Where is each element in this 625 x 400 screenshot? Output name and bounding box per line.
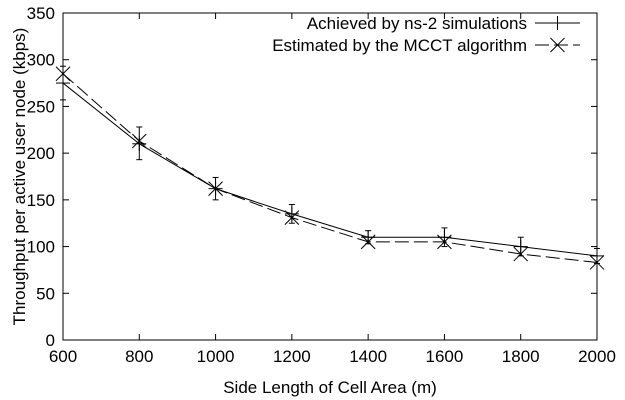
x-tick-label: 600 (49, 347, 77, 366)
legend: Achieved by ns-2 simulations Estimated by… (272, 14, 580, 55)
x-marker-b (513, 246, 529, 262)
x-tick-label: 1600 (426, 347, 464, 366)
legend-entry-0: Achieved by ns-2 simulations (307, 14, 580, 33)
data-point (360, 234, 376, 250)
x-marker-b (55, 66, 71, 82)
axes (62, 12, 598, 341)
x-marker-b (360, 234, 376, 250)
legend-label: Achieved by ns-2 simulations (307, 14, 527, 33)
legend-marker (550, 16, 565, 30)
x-marker-b (589, 255, 605, 270)
y-tick-label: 350 (27, 4, 55, 23)
data-point (131, 133, 147, 149)
y-tick-label: 250 (27, 97, 55, 116)
data-point (590, 248, 604, 263)
x-tick-label: 2000 (578, 347, 616, 366)
data-point (284, 206, 299, 221)
y-tick-label: 200 (27, 144, 55, 163)
plot-frame (62, 12, 598, 341)
y-tick-label: 50 (36, 284, 55, 303)
data-point (208, 181, 223, 196)
x-tick-label: 1400 (349, 347, 387, 366)
series-1 (55, 66, 605, 270)
x-tick-label: 1800 (502, 347, 540, 366)
data-point (437, 234, 452, 250)
y-tick-label: 300 (27, 51, 55, 70)
data-point (513, 246, 529, 262)
x-axis-label: Side Length of Cell Area (m) (223, 378, 437, 397)
x-marker-b (284, 210, 300, 225)
series-line (62, 73, 598, 263)
y-axis-label: Throughput per active user node (kbps) (10, 28, 29, 326)
x-marker-b (131, 133, 147, 149)
legend-entry-1: Estimated by the MCCT algorithm (272, 36, 580, 55)
legend-marker (550, 37, 565, 53)
data-point (55, 66, 71, 82)
tick-marks: 600 800 1000 1200 1400 1600 1800 2000 0 50 100 150 2… (27, 4, 616, 366)
x-tick-label: 1200 (273, 347, 311, 366)
data-point (56, 76, 70, 91)
y-tick-label: 150 (27, 191, 55, 210)
data-point (284, 210, 300, 225)
data-point (513, 239, 528, 254)
x-marker-b (208, 181, 223, 196)
x-marker-b (550, 37, 565, 53)
x-marker-b (437, 234, 452, 250)
series-line (62, 82, 598, 257)
x-tick-label: 1000 (197, 347, 235, 366)
y-tick-label: 100 (27, 238, 55, 257)
data-point (589, 255, 605, 270)
y-tick-label: 0 (46, 331, 55, 350)
x-tick-label: 800 (125, 347, 153, 366)
series-0 (56, 65, 604, 264)
series-layer (55, 65, 605, 270)
legend-label: Estimated by the MCCT algorithm (272, 36, 527, 55)
